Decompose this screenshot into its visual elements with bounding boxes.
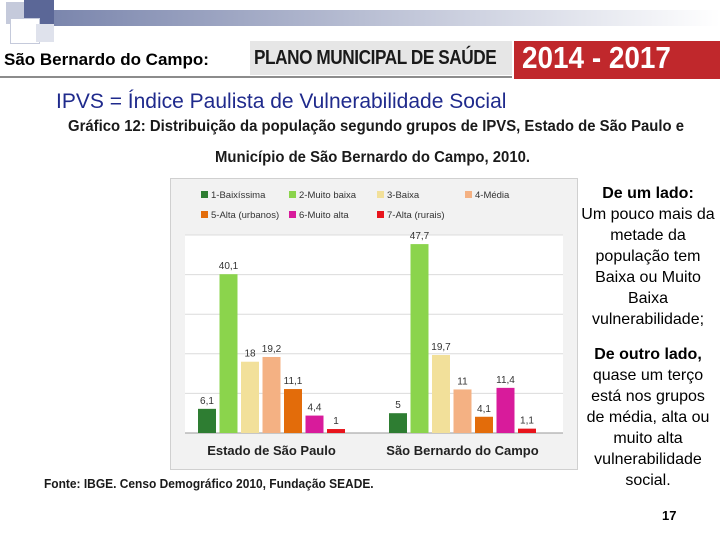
bar bbox=[496, 387, 515, 433]
legend-swatch bbox=[289, 191, 296, 198]
legend-label: 1-Baixíssima bbox=[211, 190, 266, 201]
legend-swatch bbox=[377, 211, 384, 218]
right-text-2: quase um terço está nos grupos de média,… bbox=[586, 367, 710, 489]
legend-swatch bbox=[465, 191, 472, 198]
bar-value-label: 11 bbox=[457, 376, 468, 387]
legend-swatch bbox=[377, 191, 384, 198]
category-label: São Bernardo do Campo bbox=[386, 443, 538, 458]
header-years-band bbox=[514, 41, 720, 79]
legend-label: 3-Baixa bbox=[387, 190, 420, 201]
chart-area: 1-Baixíssima 2-Muito baixa 3-Baixa 4-Média 5… bbox=[170, 178, 578, 470]
bar-value-label: 6,1 bbox=[200, 396, 214, 407]
bar bbox=[305, 415, 324, 433]
header-title-band bbox=[250, 41, 512, 75]
bar bbox=[475, 416, 493, 433]
chart-title-line2: Município de São Bernardo do Campo, 2010… bbox=[215, 149, 531, 166]
legend-label: 7-Alta (rurais) bbox=[387, 210, 445, 221]
right-text-1: Um pouco mais da metade da população tem… bbox=[581, 206, 715, 328]
bar bbox=[410, 244, 429, 433]
bar-value-label: 5 bbox=[395, 400, 401, 411]
bar-value-label: 18 bbox=[244, 349, 256, 360]
legend-label: 2-Muito baixa bbox=[299, 190, 357, 201]
bar-chart: 1-Baixíssima 2-Muito baixa 3-Baixa 4-Média 5… bbox=[185, 190, 563, 458]
header-prefix: São Bernardo do Campo: bbox=[4, 50, 209, 69]
plan-title: PLANO MUNICIPAL DE SAÚDE bbox=[254, 47, 497, 69]
bar-value-label: 11,1 bbox=[284, 376, 303, 387]
bar bbox=[219, 274, 238, 433]
bar bbox=[518, 428, 536, 433]
bar bbox=[432, 354, 450, 433]
bar bbox=[262, 356, 281, 433]
right-heading-2: De outro lado, bbox=[594, 346, 702, 363]
chart-source: Fonte: IBGE. Censo Demográfico 2010, Fun… bbox=[44, 476, 374, 491]
bar-value-label: 4,1 bbox=[477, 404, 491, 415]
bar bbox=[198, 408, 216, 433]
bar bbox=[389, 413, 407, 433]
bar-value-label: 19,7 bbox=[431, 342, 451, 353]
bar-value-label: 19,2 bbox=[262, 344, 282, 355]
plan-years: 2014 - 2017 bbox=[522, 40, 671, 75]
header-divider bbox=[0, 76, 512, 78]
bar-value-label: 11,4 bbox=[496, 375, 515, 386]
chart-title-line1: Gráfico 12: Distribuição da população se… bbox=[68, 118, 684, 135]
bar bbox=[327, 429, 345, 433]
header-gradient-bar bbox=[54, 10, 720, 26]
decor-square bbox=[10, 18, 40, 44]
bar-value-label: 47,7 bbox=[410, 231, 430, 242]
legend-swatch bbox=[289, 211, 296, 218]
bar-value-label: 1,1 bbox=[520, 416, 534, 427]
category-label: Estado de São Paulo bbox=[207, 443, 336, 458]
page-subtitle: IPVS = Índice Paulista de Vulnerabilidad… bbox=[56, 90, 507, 113]
legend-label: 5-Alta (urbanos) bbox=[211, 210, 279, 221]
bar bbox=[284, 389, 302, 433]
decor-square bbox=[36, 24, 54, 42]
legend-label: 4-Média bbox=[475, 190, 510, 201]
bar-value-label: 4,4 bbox=[308, 403, 322, 414]
bar-value-label: 1 bbox=[333, 416, 339, 427]
bar bbox=[241, 361, 259, 433]
right-heading-1: De um lado: bbox=[602, 185, 694, 202]
right-panel: De um lado: Um pouco mais da metade da p… bbox=[580, 183, 716, 491]
legend-swatch bbox=[201, 191, 208, 198]
legend-label: 6-Muito alta bbox=[299, 210, 349, 221]
legend-swatch bbox=[201, 211, 208, 218]
page-number: 17 bbox=[662, 508, 677, 523]
bar-value-label: 40,1 bbox=[219, 261, 239, 272]
bar bbox=[453, 389, 472, 433]
